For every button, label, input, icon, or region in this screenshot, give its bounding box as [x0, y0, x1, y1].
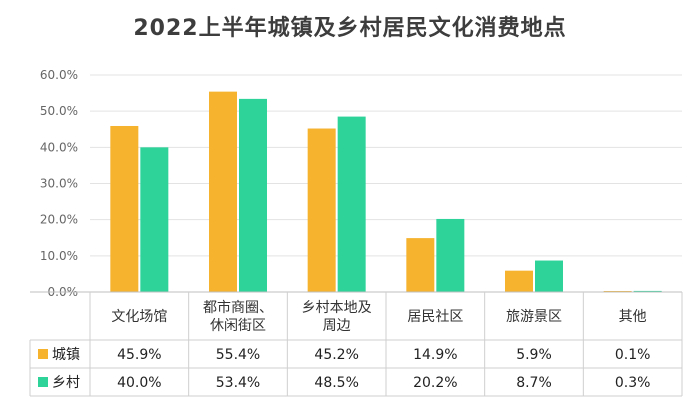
category-label: 休闲街区 [210, 318, 266, 334]
bar-乡村-4 [535, 260, 563, 292]
category-label: 周边 [323, 318, 351, 334]
category-label: 其他 [619, 309, 647, 325]
data-label: 0.3% [615, 375, 651, 391]
bar-城镇-2 [307, 128, 336, 292]
legend-label: 乡村 [52, 375, 80, 391]
data-label: 20.2% [413, 375, 457, 391]
category-label: 文化场馆 [111, 309, 167, 325]
bar-乡村-5 [633, 290, 662, 292]
data-label: 14.9% [413, 347, 457, 363]
category-label: 旅游景区 [506, 309, 562, 325]
y-tick-label: 40.0% [40, 140, 78, 154]
legend-label: 城镇 [52, 347, 80, 363]
data-label: 45.2% [314, 347, 358, 363]
category-label: 都市商圈、 [203, 299, 273, 316]
bar-城镇-3 [406, 238, 435, 292]
bar-城镇-4 [505, 270, 533, 292]
bar-乡村-0 [140, 147, 169, 292]
category-label: 乡村本地及 [302, 300, 372, 316]
bar-乡村-3 [436, 218, 465, 292]
data-label: 48.5% [314, 375, 358, 391]
y-tick-label: 10.0% [40, 249, 78, 263]
category-label: 居民社区 [407, 309, 463, 325]
y-tick-label: 50.0% [40, 104, 78, 118]
y-tick-label: 30.0% [40, 177, 78, 191]
bar-城镇-0 [110, 125, 139, 293]
chart-title: 2022上半年城镇及乡村居民文化消费地点 [133, 16, 567, 41]
y-tick-label: 20.0% [40, 213, 78, 227]
bar-城镇-1 [209, 91, 237, 293]
data-label: 40.0% [117, 375, 161, 391]
data-label: 53.4% [216, 375, 260, 391]
bar-乡村-2 [337, 116, 366, 292]
data-label: 8.7% [516, 375, 552, 391]
legend-swatch-城镇 [38, 349, 48, 359]
y-tick-label: 60.0% [40, 68, 78, 82]
data-label: 45.9% [117, 347, 161, 363]
legend-swatch-乡村 [38, 377, 48, 387]
data-label: 0.1% [615, 347, 651, 363]
data-label: 55.4% [216, 347, 260, 363]
data-label: 5.9% [516, 347, 552, 363]
bar-乡村-1 [239, 98, 267, 293]
